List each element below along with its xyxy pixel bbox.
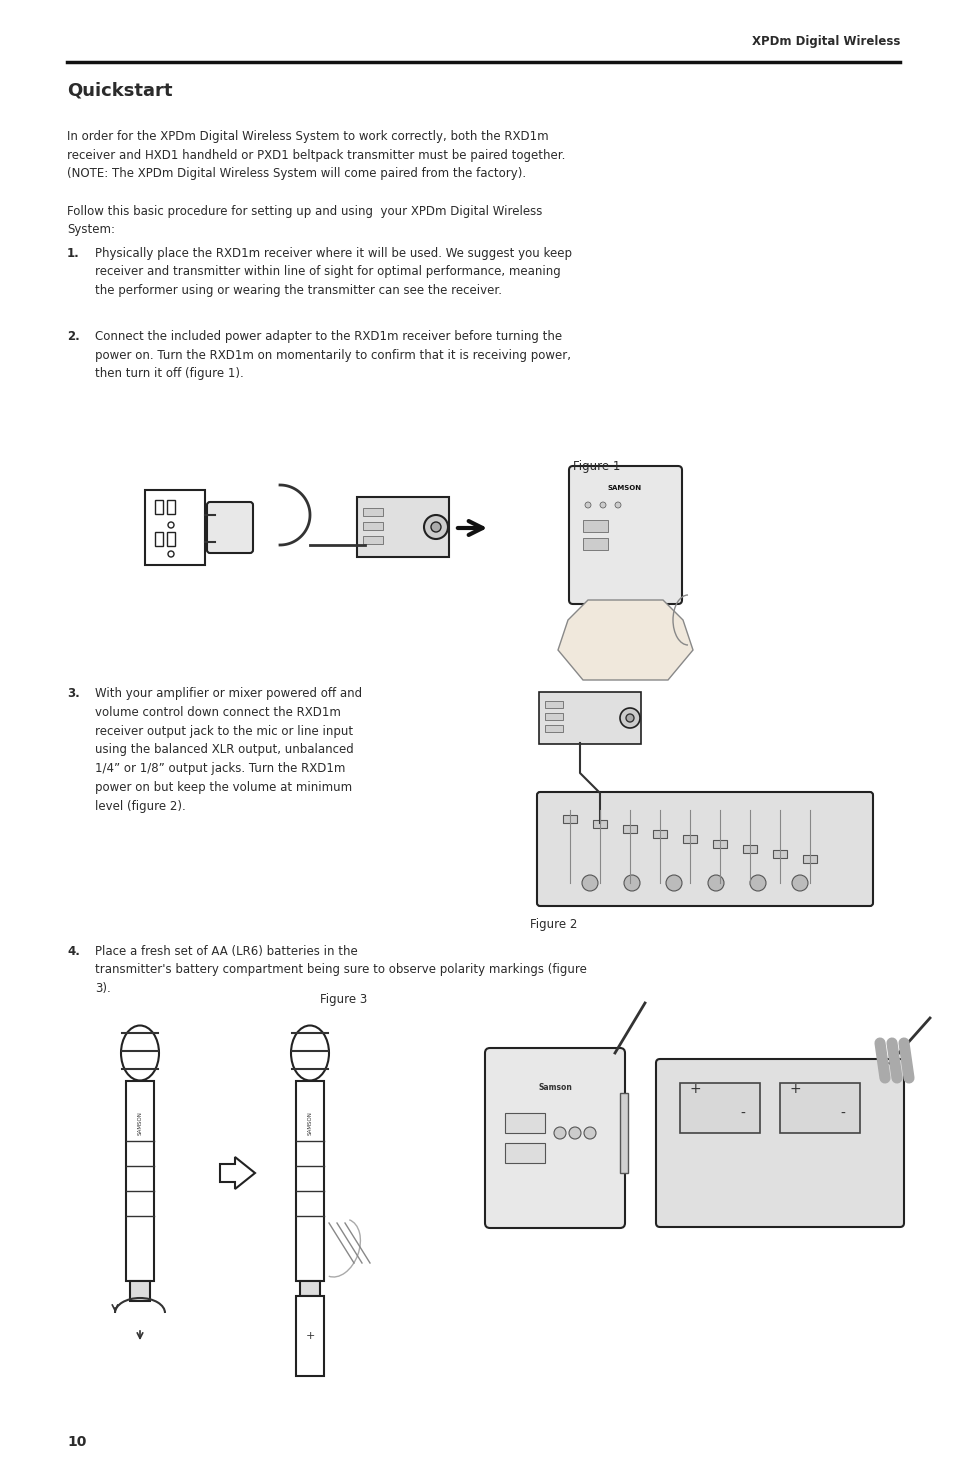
Text: SAMSON: SAMSON [137, 1111, 142, 1134]
Circle shape [568, 1127, 580, 1139]
Bar [363, 522, 382, 530]
Circle shape [168, 552, 173, 558]
Text: 10: 10 [67, 1435, 87, 1448]
Circle shape [583, 1127, 596, 1139]
Bar [544, 701, 562, 708]
Text: Connect the included power adapter to the RXD1m receiver before turning the
powe: Connect the included power adapter to th… [95, 330, 571, 381]
Bar [619, 1093, 627, 1173]
Text: +: + [305, 1330, 314, 1341]
Bar [295, 1081, 324, 1280]
Bar [126, 1081, 153, 1280]
Circle shape [584, 502, 590, 507]
Bar [145, 490, 205, 565]
Text: 2.: 2. [67, 330, 80, 344]
Circle shape [623, 875, 639, 891]
FancyBboxPatch shape [538, 692, 640, 743]
Text: +: + [689, 1083, 700, 1096]
Ellipse shape [291, 1025, 329, 1081]
Bar [167, 532, 174, 546]
FancyBboxPatch shape [656, 1059, 903, 1227]
Circle shape [749, 875, 765, 891]
Text: With your amplifier or mixer powered off and
volume control down connect the RXD: With your amplifier or mixer powered off… [95, 687, 362, 813]
Text: -: - [740, 1108, 744, 1121]
Text: 1.: 1. [67, 246, 80, 260]
Text: SAMSON: SAMSON [307, 1111, 313, 1134]
Circle shape [625, 714, 634, 721]
Bar [712, 839, 726, 848]
Text: Quickstart: Quickstart [67, 83, 172, 100]
Circle shape [168, 522, 173, 528]
Bar [679, 1083, 760, 1133]
FancyArrow shape [220, 1156, 254, 1189]
Bar [504, 1143, 544, 1162]
Text: Figure 2: Figure 2 [530, 917, 577, 931]
Bar [562, 816, 577, 823]
Bar [682, 835, 697, 844]
Bar [130, 1280, 150, 1301]
Circle shape [707, 875, 723, 891]
Text: XPDm Digital Wireless: XPDm Digital Wireless [751, 35, 899, 49]
Bar [742, 845, 757, 853]
Bar [780, 1083, 859, 1133]
Bar [544, 726, 562, 732]
Bar [622, 825, 637, 833]
Text: 4.: 4. [67, 945, 80, 957]
Text: 3.: 3. [67, 687, 80, 701]
Text: +: + [789, 1083, 801, 1096]
Bar [363, 507, 382, 516]
Bar [593, 820, 606, 827]
Text: In order for the XPDm Digital Wireless System to work correctly, both the RXD1m
: In order for the XPDm Digital Wireless S… [67, 130, 565, 180]
Circle shape [423, 515, 448, 538]
Circle shape [619, 708, 639, 729]
Text: SAMSON: SAMSON [607, 485, 641, 491]
Bar [772, 850, 786, 858]
Bar [652, 830, 666, 838]
Ellipse shape [121, 1025, 159, 1081]
Text: -: - [840, 1108, 844, 1121]
FancyBboxPatch shape [356, 497, 449, 558]
Circle shape [665, 875, 681, 891]
Bar [299, 1280, 319, 1297]
FancyBboxPatch shape [568, 466, 681, 603]
FancyBboxPatch shape [484, 1049, 624, 1229]
Bar [802, 855, 816, 863]
Bar [544, 712, 562, 720]
Text: Figure 3: Figure 3 [319, 993, 367, 1006]
Circle shape [615, 502, 620, 507]
Circle shape [599, 502, 605, 507]
Circle shape [581, 875, 598, 891]
Bar [154, 532, 163, 546]
Circle shape [431, 522, 440, 532]
Circle shape [791, 875, 807, 891]
Polygon shape [558, 600, 692, 680]
Bar [582, 521, 607, 532]
Bar [167, 500, 174, 513]
Bar [154, 500, 163, 513]
Text: Physically place the RXD1m receiver where it will be used. We suggest you keep
r: Physically place the RXD1m receiver wher… [95, 246, 572, 296]
FancyBboxPatch shape [537, 792, 872, 906]
Circle shape [554, 1127, 565, 1139]
Text: Figure 1: Figure 1 [573, 460, 619, 473]
Text: Follow this basic procedure for setting up and using  your XPDm Digital Wireless: Follow this basic procedure for setting … [67, 205, 542, 236]
Bar [582, 538, 607, 550]
FancyBboxPatch shape [207, 502, 253, 553]
Text: Samson: Samson [537, 1083, 572, 1092]
Bar [363, 535, 382, 544]
Bar [295, 1297, 324, 1376]
Bar [504, 1114, 544, 1133]
Text: Place a fresh set of AA (LR6) batteries in the
transmitter's battery compartment: Place a fresh set of AA (LR6) batteries … [95, 945, 586, 996]
